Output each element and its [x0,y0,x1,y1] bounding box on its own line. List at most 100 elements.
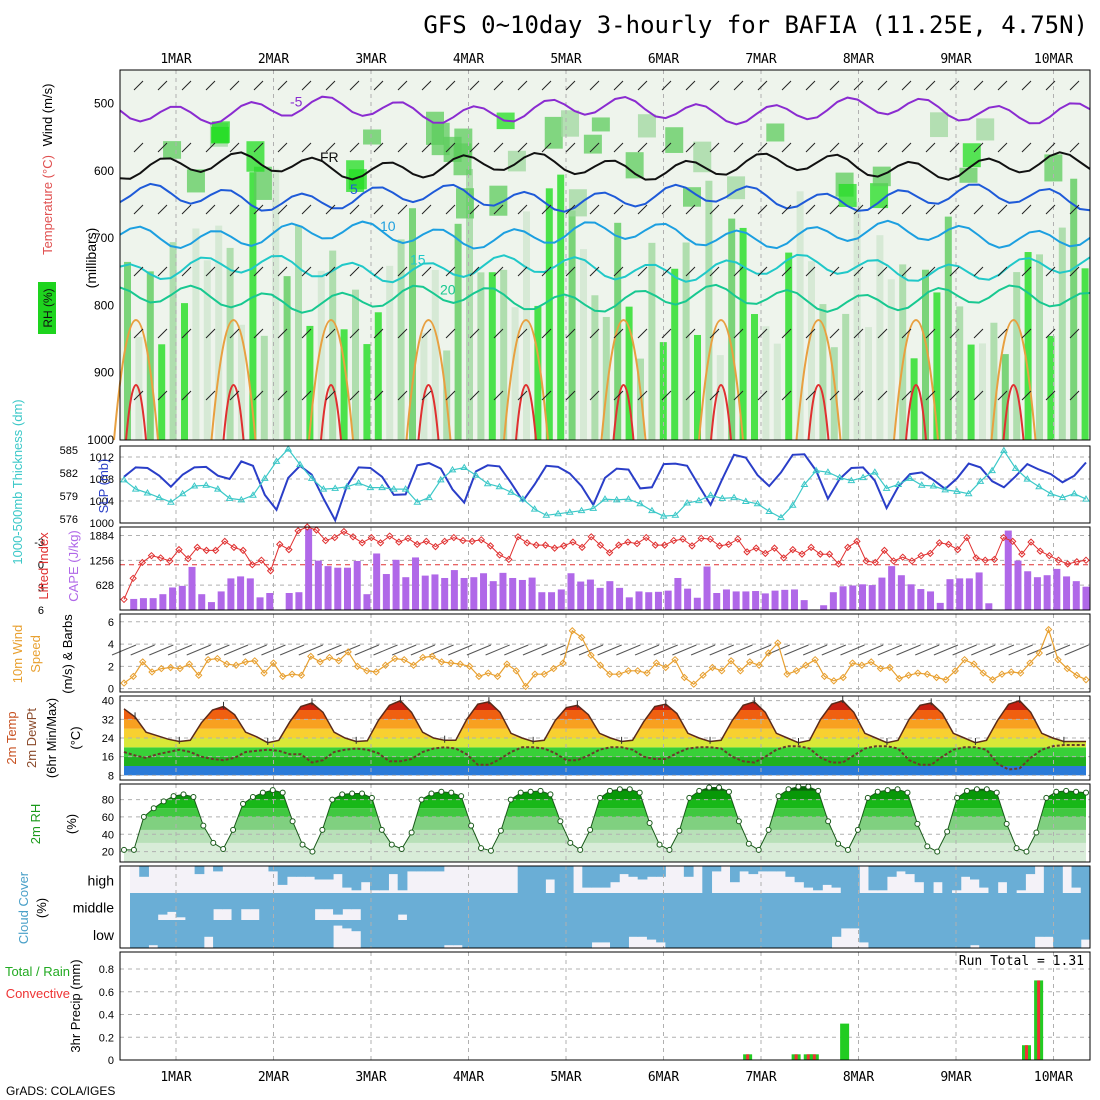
rh-point [587,826,594,833]
rh-point [686,794,693,801]
cloud-bar-low [259,920,269,948]
cape-bar [237,576,245,610]
rh-point [577,846,584,853]
cloud-bar-low [379,920,389,948]
cloud-bar-low [859,920,869,943]
lifted-index-point [385,532,394,540]
upper-wind-barb [781,328,792,339]
isotherm-20 [119,283,1091,314]
wind-speed-point [830,677,838,685]
wind-speed-point [876,664,885,673]
cape-bar [1043,575,1051,610]
thickness-point [612,495,621,503]
cloud-bar-high [960,866,971,877]
upper-wind-barb [205,266,216,277]
cloud-bar-middle [822,893,833,920]
cloud-bar-low [499,920,509,948]
rh-shading-upper [456,188,475,219]
cape-bar [1033,577,1041,610]
wind-barb [392,644,417,656]
rh-shading-column [705,180,713,440]
rh-point [230,826,237,833]
rh-point [844,846,851,853]
wind-barb [149,644,174,656]
thickness-point [319,485,328,492]
cape-bar [538,592,546,610]
rh-point [259,789,266,796]
cloud-bar-low [886,920,897,948]
wind-speed-point [353,662,362,671]
wind-speed-line [123,627,1087,688]
cloud-bar-low [536,920,546,948]
rh-point [934,848,941,855]
upper-wind-barb [877,390,888,401]
rh-point [1083,789,1089,796]
cloud-bar-low [905,920,916,948]
wind-speed-point [839,673,847,682]
upper-wind-barb [925,142,936,153]
cape-bar [635,591,643,610]
wind-barb [709,644,734,656]
rh-shading-column [1047,335,1055,440]
upper-wind-barb [493,142,504,153]
cloud-bar-low [942,920,953,948]
cloud-bar-high [305,866,316,877]
upper-wind-barb [1021,80,1032,91]
rh-point [785,786,792,793]
temp-tick-label: 8 [108,770,114,782]
cape-axis-label: CAPE (J/kg) [66,530,81,602]
cloud-bar-middle [933,893,943,920]
upper-wind-barb [829,142,840,153]
cloud-bar-high [379,866,389,891]
temp-tick-label: 32 [102,714,114,726]
rh-point [398,846,405,852]
lifted-index-point [642,533,650,542]
cloud-bar-high [776,866,786,872]
isotherm--5 [119,95,1091,126]
rh-shading-column [762,326,770,440]
wind-speed-point [335,657,343,665]
cloud-bar-high [730,866,740,883]
precip-frame [119,951,1091,1061]
upper-wind-barb [397,390,408,401]
wind-speed-point [895,674,903,683]
cloud-bar-middle [600,893,611,920]
cape-bar [227,578,235,610]
isotherm-15 [119,253,1091,284]
rh-shading-column [226,247,234,440]
rh-point [319,826,326,833]
precip-axis-label-2: Convective [6,986,70,1001]
wind-barb [952,644,977,656]
wind-speed-point [615,670,623,678]
upper-wind-barb [397,80,408,91]
wind-speed-point [241,658,250,666]
cloud-bar-high [526,866,537,893]
wind-barb [1008,644,1033,656]
cape-bar [1082,586,1090,610]
thickness-point [413,498,422,505]
upper-wind-barb [517,80,528,91]
rh-point [1023,848,1030,855]
wind-speed-point [652,659,661,667]
wind-speed-point [605,670,614,678]
wind-axis-label-3: (m/s) & Barbs [60,614,75,694]
upper-wind-barb [349,266,360,277]
upper-wind-barb [397,266,408,277]
day-label-bottom: 7MAR [745,1070,776,1085]
lifted-index-point [807,543,815,552]
cloud-bar-high [794,866,805,883]
lifted-index-point [825,550,834,558]
rh-shading-column [922,269,929,440]
lifted-index-point [431,542,440,551]
wind-speed-point [998,670,1006,678]
cloud-bar-high [813,866,823,891]
pressure-tick-label: 700 [94,231,114,245]
upper-wind-barb [733,142,744,153]
rh-shading-column [466,168,473,440]
lifted-index-point [193,543,202,552]
series-line-Thickness [123,448,1087,519]
rh-point [210,839,217,846]
cloud-bar-middle [785,893,796,920]
lifted-index-point [596,541,605,549]
upper-wind-barb [853,80,864,91]
